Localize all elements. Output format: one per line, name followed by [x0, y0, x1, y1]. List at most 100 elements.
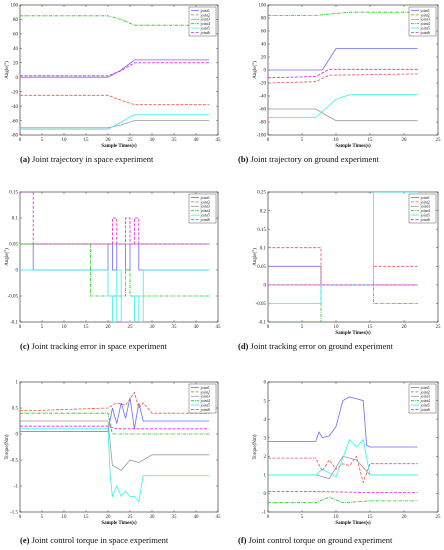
x-tick-label: 20 — [106, 138, 112, 143]
x-tick-label: 10 — [62, 325, 68, 330]
y-tick-label: -0.1 — [10, 321, 18, 326]
x-tick-label: 25 — [436, 515, 442, 520]
series-line-joint4 — [20, 243, 210, 297]
x-axis-label: Sample Times(s) — [101, 521, 137, 526]
series-line-joint5 — [20, 269, 210, 322]
y-axis-label: Angle(°) — [253, 61, 258, 79]
caption-text: Joint trajectory in space experiment — [30, 154, 154, 164]
legend-label-joint2: joint2 — [200, 199, 210, 204]
x-tick-label: 45 — [216, 515, 222, 520]
x-tick-label: 10 — [334, 515, 340, 520]
x-tick-label: 30 — [150, 325, 156, 330]
y-tick-label: 60 — [13, 33, 19, 38]
legend-box — [408, 383, 437, 414]
x-axis-label: Sample Times(s) — [101, 144, 137, 149]
legend-box — [188, 6, 217, 37]
y-tick-label: 0.05 — [257, 265, 266, 270]
series-group — [20, 15, 210, 130]
series-line-joint6 — [20, 62, 210, 77]
series-line-joint3 — [20, 120, 210, 129]
y-tick-label: 5 — [264, 399, 267, 404]
x-tick-label: 15 — [84, 325, 90, 330]
figure-caption: (a) Joint trajectory in space experiment — [20, 154, 154, 164]
plot-area — [19, 381, 219, 513]
series-line-joint6 — [20, 425, 210, 430]
y-tick-label: 100 — [259, 4, 267, 9]
x-tick-label: 40 — [194, 325, 200, 330]
caption-letter: (d) — [238, 341, 249, 351]
legend-label-joint6: joint6 — [200, 30, 210, 35]
x-tick-label: 0 — [19, 515, 22, 520]
y-tick-label: 0.2 — [260, 209, 267, 214]
y-tick-label: -80 — [259, 121, 266, 126]
series-group — [20, 391, 210, 503]
y-tick-label: 40 — [13, 47, 19, 52]
chart-panel-5: 0 5 10 15 20 25 30 35 40 45 -1.5 -1 -0.5 0 0.5 1 Sample … — [5, 381, 221, 545]
legend-label-joint1: joint1 — [200, 8, 210, 13]
series-group — [268, 11, 418, 122]
x-tick-label: 10 — [334, 325, 340, 330]
y-tick-label: 2 — [264, 455, 267, 460]
series-line-joint5 — [20, 428, 210, 503]
series-group — [268, 396, 418, 504]
x-tick-label: 0 — [19, 138, 22, 143]
caption-text: Joint tracking error on ground experimen… — [248, 341, 393, 351]
x-tick-label: 25 — [128, 138, 134, 143]
caption-text: Joint trajectory on ground experiment — [248, 154, 379, 164]
y-tick-label: 40 — [261, 43, 267, 48]
y-tick-label: -1 — [14, 485, 19, 490]
legend-label-joint2: joint2 — [420, 389, 430, 394]
y-tick-label: 0.05 — [9, 243, 18, 248]
y-tick-label: -80 — [11, 134, 18, 139]
y-tick-label: 0.25 — [257, 191, 266, 196]
y-tick-label: 6 — [264, 381, 267, 386]
series-line-joint6 — [268, 68, 418, 79]
figure-caption: (c) Joint tracking error in space experi… — [20, 341, 167, 351]
legend-label-joint5: joint5 — [200, 213, 210, 218]
x-tick-label: 40 — [194, 515, 200, 520]
chart-panel-1: 0 5 10 15 20 25 30 35 40 45 -80 -60 -40 -20 0 20 40 60 80 1… — [5, 4, 221, 164]
y-tick-label: 0 — [16, 76, 19, 81]
y-axis-label: Torque(Nm) — [253, 434, 258, 459]
y-tick-label: 1 — [264, 474, 267, 479]
legend-label-joint2: joint2 — [200, 389, 210, 394]
legend-box — [188, 383, 217, 414]
series-line-joint4 — [20, 15, 210, 26]
x-tick-label: 20 — [106, 515, 112, 520]
caption-letter: (e) — [20, 535, 30, 545]
x-tick-label: 35 — [172, 138, 178, 143]
figure-caption: (e) Joint control torque in space experi… — [20, 535, 169, 545]
legend-label-joint3: joint3 — [200, 394, 210, 399]
y-tick-label: -60 — [259, 108, 266, 113]
x-tick-label: 20 — [402, 138, 408, 143]
x-tick-label: 5 — [41, 325, 44, 330]
y-tick-label: 20 — [261, 56, 267, 61]
legend-label-joint4: joint4 — [420, 21, 430, 26]
series-line-joint1 — [20, 59, 210, 78]
x-tick-label: 15 — [368, 325, 374, 330]
y-tick-label: 0.1 — [12, 217, 19, 222]
plot-area — [19, 4, 219, 136]
y-tick-label: -20 — [11, 90, 18, 95]
x-axis-label: Sample Times(s) — [335, 144, 371, 149]
caption-letter: (c) — [20, 341, 30, 351]
chart-panel-3: 0 5 10 15 20 25 30 35 40 45 -0.1 -0.05 0 0.05 0.1 0.15 A… — [5, 191, 221, 351]
series-line-joint2 — [20, 391, 210, 414]
y-axis-label: Angle(°) — [5, 61, 10, 79]
x-tick-label: 20 — [402, 325, 408, 330]
x-tick-label: 30 — [150, 515, 156, 520]
legend-label-joint5: joint5 — [420, 26, 430, 31]
y-axis-label: Angle(°) — [5, 248, 10, 266]
legend-label-joint6: joint6 — [420, 407, 430, 412]
x-tick-label: 15 — [368, 138, 374, 143]
x-tick-label: 5 — [301, 138, 304, 143]
x-tick-label: 35 — [172, 515, 178, 520]
x-tick-label: 25 — [436, 325, 442, 330]
y-tick-label: 0 — [264, 492, 267, 497]
